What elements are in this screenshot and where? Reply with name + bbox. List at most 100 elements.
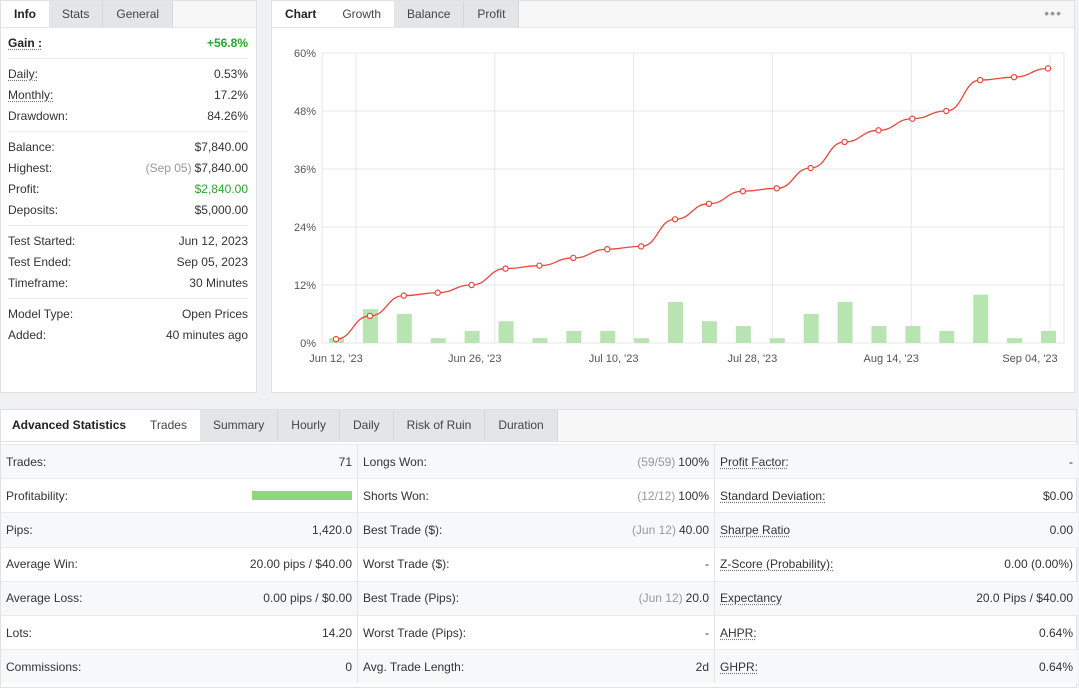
- stats-label: Worst Trade (Pips):: [363, 625, 467, 640]
- stats-value: 2d: [696, 660, 709, 674]
- stats-value: 14.20: [322, 626, 352, 640]
- tab-chart[interactable]: Chart: [272, 1, 330, 27]
- x-tick-label: Jul 10, '23: [589, 353, 639, 365]
- info-label[interactable]: Daily:: [8, 66, 39, 81]
- growth-point: [570, 254, 577, 262]
- stats-label: Average Win:: [6, 557, 78, 572]
- info-row: Test Started: Jun 12, 2023: [8, 230, 248, 251]
- stats-value: 0.64%: [1039, 660, 1073, 674]
- stats-label: Profitability:: [6, 488, 69, 503]
- x-tick-label: Jun 12, '23: [309, 353, 362, 365]
- info-tabs: Info Stats General: [1, 1, 256, 28]
- stats-value-text: 2d: [695, 659, 709, 674]
- info-value-text: $7,840.00: [194, 139, 248, 154]
- y-tick-label: 36%: [294, 164, 316, 176]
- stats-value-text: 71: [338, 454, 352, 469]
- stats-label: Best Trade ($):: [363, 522, 443, 537]
- stats-label[interactable]: Standard Deviation:: [720, 488, 826, 503]
- advanced-title: Advanced Statistics: [1, 410, 138, 441]
- growth-point: [841, 138, 848, 146]
- info-group1: Daily: 0.53% Monthly: 17.2% Drawdown: 84.26%: [8, 58, 248, 131]
- stats-value: 0.00 (0.00%): [1004, 557, 1073, 571]
- ellipsis-icon[interactable]: •••: [1044, 5, 1062, 21]
- profitability-bar: [252, 491, 352, 501]
- gain-value: +56.8%: [206, 36, 248, 50]
- profit-bar: [871, 326, 887, 343]
- growth-point: [1044, 65, 1052, 72]
- tab-trades[interactable]: Trades: [137, 410, 200, 441]
- stats-label[interactable]: GHPR:: [720, 659, 759, 674]
- growth-point: [909, 115, 916, 122]
- tab-risk-of-ruin[interactable]: Risk of Ruin: [393, 410, 486, 441]
- stats-cell: Profitability:: [1, 479, 358, 513]
- profit-bar: [1041, 330, 1056, 343]
- tab-balance[interactable]: Balance: [394, 1, 465, 27]
- stats-value-text: 0.64%: [1038, 659, 1073, 674]
- stats-value: 20.0 Pips / $40.00: [976, 591, 1073, 605]
- info-label: Profit:: [8, 182, 40, 197]
- info-label[interactable]: Monthly:: [8, 87, 54, 102]
- gain-label[interactable]: Gain :: [8, 36, 43, 50]
- info-label: Added:: [8, 327, 47, 342]
- tab-growth[interactable]: Growth: [329, 1, 395, 27]
- stats-cell: Best Trade (Pips): (Jun 12) 20.0: [358, 581, 715, 615]
- info-label: Model Type:: [8, 306, 74, 321]
- info-label: Timeframe:: [8, 276, 69, 291]
- advanced-statistics-panel: Advanced Statistics Trades Summary Hourl…: [0, 409, 1078, 688]
- profit-bar: [362, 309, 378, 343]
- tab-stats[interactable]: Stats: [49, 1, 104, 27]
- info-row: Balance: $7,840.00: [8, 136, 248, 157]
- chart-panel: Chart Growth Balance Profit ••• 0% 12% 24%…: [271, 0, 1075, 393]
- tab-profit[interactable]: Profit: [464, 1, 520, 27]
- stats-value-text: -: [705, 625, 709, 640]
- info-value-text: $2,840.00: [194, 182, 248, 197]
- info-value-text: 40 minutes ago: [165, 327, 248, 342]
- stats-row: Lots: 14.20 Worst Trade (Pips): - AHPR: 0.64%: [1, 614, 1078, 650]
- stats-label[interactable]: AHPR:: [720, 625, 757, 640]
- y-tick-label: 0%: [300, 338, 316, 350]
- stats-label[interactable]: Expectancy: [720, 591, 783, 606]
- stats-value: (Jun 12) 40.00: [632, 523, 709, 537]
- y-tick-label: 48%: [294, 106, 316, 118]
- stats-label: Avg. Trade Length:: [363, 659, 465, 674]
- stats-cell: Longs Won: (59/59) 100%: [358, 445, 715, 479]
- stats-label[interactable]: Sharpe Ratio: [720, 522, 791, 537]
- info-value: Open Prices: [182, 307, 248, 321]
- stats-cell: Worst Trade (Pips): -: [358, 615, 715, 650]
- stats-label[interactable]: Profit Factor:: [720, 454, 789, 469]
- info-value-text: 30 Minutes: [189, 276, 248, 291]
- stats-label: Commissions:: [6, 659, 82, 674]
- stats-value: -: [705, 557, 709, 571]
- tab-duration[interactable]: Duration: [485, 410, 558, 441]
- stats-value: 0.00: [1050, 523, 1073, 537]
- stats-label[interactable]: Z-Score (Probability):: [720, 557, 834, 572]
- tab-daily[interactable]: Daily: [339, 410, 394, 441]
- tab-info[interactable]: Info: [1, 1, 49, 27]
- stats-label: Longs Won:: [363, 454, 427, 469]
- growth-point: [807, 164, 814, 172]
- growth-point: [943, 107, 950, 115]
- plot-area: [321, 52, 1065, 344]
- info-value: 40 minutes ago: [166, 328, 248, 342]
- y-tick-label: 60%: [294, 48, 316, 60]
- info-label: Deposits:: [8, 203, 59, 218]
- info-value-text: Jun 12, 2023: [178, 233, 248, 248]
- info-value-date: (Sep 05): [145, 160, 192, 175]
- info-panel: Info Stats General Gain : +56.8% Daily: 0…: [0, 0, 257, 393]
- tab-general[interactable]: General: [103, 1, 174, 27]
- x-tick-label: Jul 28, '23: [727, 353, 777, 365]
- growth-point: [468, 281, 475, 289]
- info-value: Sep 05, 2023: [177, 255, 248, 269]
- stats-row: Profitability: Shorts Won: (12/12) 100% Stan…: [1, 478, 1078, 513]
- tab-summary[interactable]: Summary: [199, 410, 279, 441]
- stats-value-text: -: [705, 557, 709, 572]
- tab-hourly[interactable]: Hourly: [278, 410, 340, 441]
- info-label: Test Started:: [8, 233, 76, 248]
- stats-row: Pips: 1,420.0 Best Trade ($): (Jun 12) 40.00…: [1, 512, 1078, 547]
- growth-point: [976, 76, 984, 84]
- info-value: 30 Minutes: [189, 276, 248, 290]
- stats-value: [252, 491, 352, 501]
- info-value: $7,840.00: [195, 140, 248, 154]
- info-value-text: Open Prices: [181, 306, 248, 321]
- stats-value-note: (Jun 12): [631, 522, 676, 537]
